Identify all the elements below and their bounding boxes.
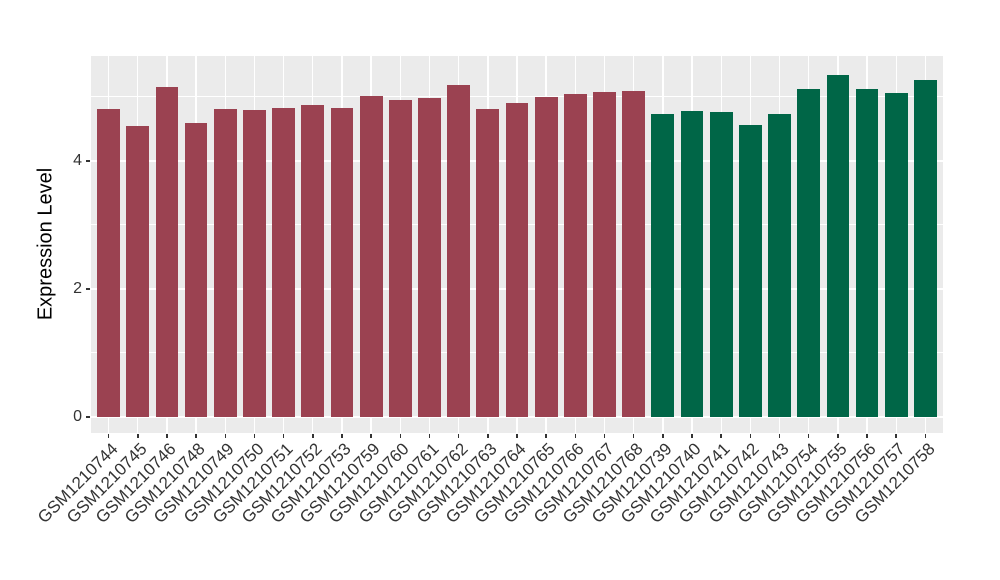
- bar-slot: GSM1210761: [355, 56, 444, 527]
- bar-slot: GSM1210750: [180, 56, 269, 527]
- x-tick-mark: [341, 433, 343, 438]
- bar-GSM1210760: [388, 100, 412, 417]
- bar-slots: GSM1210744 GSM1210745 GSM1210746 GSM1210748…: [34, 56, 943, 527]
- x-tick-mark: [224, 433, 227, 438]
- x-tick-mark: [399, 433, 402, 438]
- bar-GSM1210751: [272, 107, 295, 417]
- x-tick-mark: [837, 433, 839, 438]
- y-tick-label: 2: [73, 279, 82, 297]
- bar-GSM1210759: [359, 95, 383, 417]
- bar-GSM1210767: [593, 91, 616, 417]
- bar-slot: GSM1210741: [646, 56, 736, 527]
- bar-slot: GSM1210749: [150, 56, 240, 527]
- x-tick-mark: [632, 433, 635, 438]
- bar-GSM1210764: [505, 103, 529, 417]
- bar-GSM1210761: [418, 97, 441, 417]
- bar-slot: GSM1210739: [588, 56, 677, 527]
- bar-slot: GSM1210752: [238, 56, 327, 527]
- bar-slot: GSM1210764: [442, 56, 531, 527]
- bar-slot: GSM1210746: [92, 56, 181, 527]
- x-tick-mark: [457, 433, 460, 438]
- bar-slot: GSM1210754: [734, 56, 823, 527]
- bar-GSM1210750: [243, 110, 266, 417]
- bar-GSM1210768: [622, 90, 646, 417]
- y-tick-mark: [86, 288, 90, 290]
- bar-slot: GSM1210762: [384, 56, 473, 527]
- bar-GSM1210758: [914, 79, 937, 417]
- plot-panel: GSM1210744 GSM1210745 GSM1210746 GSM1210748…: [34, 56, 943, 527]
- bar-GSM1210765: [534, 96, 558, 417]
- bar-slot: GSM1210745: [63, 56, 152, 527]
- x-tick-mark: [137, 433, 139, 438]
- x-tick-mark: [720, 433, 722, 438]
- bar-slot: GSM1210768: [559, 56, 648, 527]
- bar-slot: GSM1210758: [851, 56, 940, 527]
- x-tick-mark: [312, 433, 314, 438]
- bar-GSM1210757: [884, 92, 908, 417]
- x-tick-mark: [428, 433, 431, 438]
- x-tick-mark: [778, 433, 781, 438]
- bar-slot: GSM1210744: [34, 56, 123, 527]
- bar-slot: GSM1210760: [325, 56, 415, 527]
- x-tick-mark: [924, 433, 927, 438]
- x-tick-mark: [807, 433, 810, 438]
- x-tick-mark: [662, 433, 664, 438]
- bar-slot: GSM1210748: [121, 56, 211, 527]
- bar-GSM1210763: [476, 108, 500, 417]
- x-tick-mark: [691, 433, 693, 438]
- x-tick-mark: [545, 433, 547, 438]
- y-tick-label: 0: [73, 407, 82, 425]
- bar-slot: GSM1210740: [617, 56, 706, 527]
- bar-GSM1210748: [184, 122, 208, 417]
- bar-GSM1210754: [797, 89, 821, 417]
- bar-slot: GSM1210766: [500, 56, 590, 527]
- x-tick-mark: [487, 433, 489, 438]
- x-tick-mark: [574, 433, 577, 438]
- x-tick-mark: [253, 433, 256, 438]
- bar-slot: GSM1210751: [209, 56, 298, 527]
- x-tick-mark: [866, 433, 868, 438]
- bar-slot: GSM1210763: [413, 56, 502, 527]
- bar-slot: GSM1210753: [267, 56, 356, 527]
- y-tick-label: 4: [73, 151, 82, 169]
- bar-GSM1210753: [330, 107, 354, 417]
- bar-slot: GSM1210756: [792, 56, 881, 527]
- x-tick-mark: [370, 433, 372, 438]
- bar-GSM1210746: [155, 86, 179, 417]
- x-tick-mark: [282, 433, 285, 438]
- y-tick-mark: [86, 416, 90, 418]
- y-tick-mark: [86, 160, 90, 162]
- bar-GSM1210741: [709, 111, 733, 417]
- bar-GSM1210755: [826, 75, 850, 417]
- bar-slot: GSM1210767: [530, 56, 619, 527]
- bar-GSM1210745: [126, 126, 150, 417]
- bar-GSM1210739: [651, 113, 675, 417]
- x-tick-mark: [603, 433, 606, 438]
- y-axis: 0 2 4: [0, 56, 91, 433]
- x-tick-mark: [107, 433, 110, 438]
- x-tick-mark: [516, 433, 518, 438]
- x-tick-mark: [749, 433, 752, 438]
- bar-GSM1210749: [213, 109, 237, 417]
- bar-GSM1210762: [447, 84, 471, 417]
- bar-GSM1210752: [301, 105, 325, 417]
- bar-slot: GSM1210743: [705, 56, 794, 527]
- x-tick-mark: [166, 433, 168, 438]
- bar-slot: GSM1210765: [471, 56, 561, 527]
- bar-GSM1210756: [855, 88, 879, 417]
- bar-slot: GSM1210759: [296, 56, 386, 527]
- bar-slot: GSM1210755: [763, 56, 852, 527]
- x-tick-mark: [195, 433, 197, 438]
- bar-slot: GSM1210742: [675, 56, 765, 527]
- bar-GSM1210742: [738, 125, 762, 417]
- bar-GSM1210740: [680, 111, 704, 417]
- x-tick-mark: [895, 433, 897, 438]
- bar-slot: GSM1210757: [821, 56, 911, 527]
- bar-GSM1210744: [97, 109, 120, 417]
- bar-GSM1210743: [768, 114, 791, 417]
- bar-GSM1210766: [563, 93, 587, 417]
